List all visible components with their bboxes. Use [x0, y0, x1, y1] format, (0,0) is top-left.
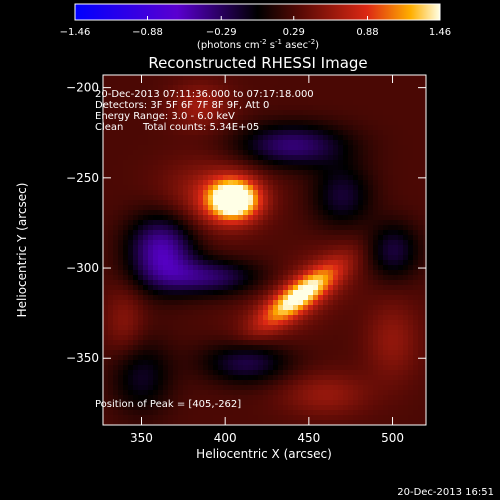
heatmap-pixels: [103, 75, 426, 425]
annotation-total-counts: Total counts: 5.34E+05: [142, 122, 259, 133]
colorbar-tick-label: −0.29: [206, 27, 237, 38]
colorbar-ticks: −1.46 −0.88 −0.29 0.29 0.88 1.46: [60, 16, 451, 38]
annotation-clean: Clean: [95, 122, 123, 133]
x-axis-label: Heliocentric X (arcsec): [196, 447, 332, 461]
chart-title: Reconstructed RHESSI Image: [148, 54, 367, 72]
y-tick-label: −200: [66, 81, 99, 95]
x-tick-label: 350: [130, 431, 153, 445]
colorbar-tick-label: −0.88: [132, 27, 163, 38]
colorbar: [74, 3, 441, 21]
colorbar-units: (photons cm-2 s-1 asec-2): [197, 38, 319, 51]
y-tick-label: −300: [66, 261, 99, 275]
y-axis-label: Heliocentric Y (arcsec): [15, 183, 29, 318]
x-tick-label: 400: [214, 431, 237, 445]
colorbar-tick-label: 0.88: [356, 27, 378, 38]
colorbar-tick-label: 1.46: [429, 27, 451, 38]
footer-timestamp: 20-Dec-2013 16:51: [397, 487, 494, 498]
info-annotations: 20-Dec-2013 07:11:36.000 to 07:17:18.000…: [95, 89, 314, 410]
annotation-time-range: 20-Dec-2013 07:11:36.000 to 07:17:18.000: [95, 89, 314, 100]
x-tick-label: 450: [297, 431, 320, 445]
annotation-detectors: Detectors: 3F 5F 6F 7F 8F 9F, Att 0: [95, 100, 269, 111]
y-tick-label: −250: [66, 171, 99, 185]
x-tick-label: 500: [381, 431, 404, 445]
colorbar-tick-label: −1.46: [60, 27, 91, 38]
annotation-energy-range: Energy Range: 3.0 - 6.0 keV: [95, 111, 235, 122]
axis-ticks: 350 400 450 500 −200 −250 −300 −350: [66, 75, 426, 445]
colorbar-tick-label: 0.29: [283, 27, 305, 38]
annotation-peak-position: Position of Peak = [405,-262]: [95, 399, 241, 410]
y-tick-label: −350: [66, 351, 99, 365]
plot-frame: [102, 74, 427, 426]
heatmap-image: [103, 75, 426, 425]
